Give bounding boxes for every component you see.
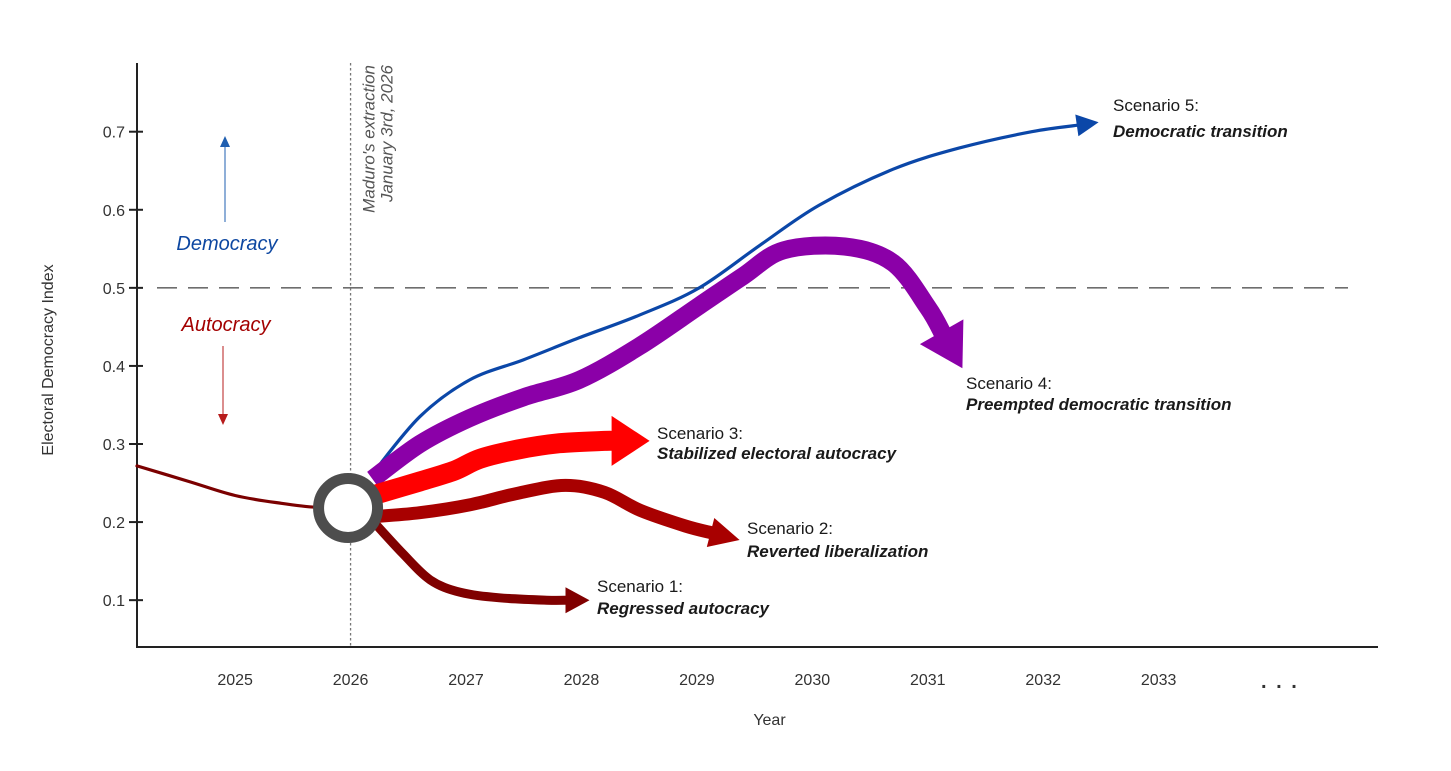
- x-axis-continuation-label: . . .: [1261, 671, 1299, 693]
- regime-annotations: Democracy Autocracy: [176, 136, 279, 425]
- scenario-2-label: Scenario 2: Reverted liberalization: [747, 519, 928, 561]
- scenario-5-label: Scenario 5: Democratic transition: [1113, 96, 1288, 141]
- scenario-2-line: [373, 478, 715, 540]
- series-layer: [135, 114, 1099, 614]
- scenario-3-number: Scenario 3:: [657, 424, 743, 443]
- scenario-2-number: Scenario 2:: [747, 519, 833, 538]
- event-marker-layer: [313, 472, 384, 543]
- y-tick-label: 0.3: [103, 437, 125, 454]
- x-tick-label: 2032: [1025, 672, 1061, 689]
- scenario-4-number: Scenario 4:: [966, 374, 1052, 393]
- arrow-up-head: [220, 136, 230, 147]
- event-label-line-2: January 3rd, 2026: [378, 64, 397, 203]
- scenario-4-arrow: [367, 236, 964, 487]
- scenario-2-name: Reverted liberalization: [747, 542, 928, 561]
- scenario-3-name: Stabilized electoral autocracy: [657, 444, 898, 463]
- democracy-label: Democracy: [176, 233, 278, 255]
- scenario-2-arrowhead: [706, 518, 740, 547]
- event-annotation: Maduro's extraction January 3rd, 2026: [360, 64, 397, 212]
- arrow-up-icon: [220, 136, 230, 222]
- scenario-5-arrowhead: [1075, 114, 1099, 137]
- autocracy-label: Autocracy: [181, 314, 272, 336]
- x-ticks: 2025 2026 2027 2028 2029 2030 2031 2032 2033: [217, 672, 1176, 689]
- scenario-1-arrow: [366, 515, 590, 614]
- arrow-down-head: [218, 414, 228, 425]
- y-tick-label: 0.2: [103, 515, 125, 532]
- x-tick-label: 2027: [448, 672, 484, 689]
- x-tick-label: 2030: [795, 672, 831, 689]
- event-marker-ring: [313, 472, 384, 543]
- y-tick-label: 0.5: [103, 281, 125, 298]
- scenario-3-arrowhead: [611, 415, 650, 466]
- x-tick-label: 2026: [333, 672, 369, 689]
- y-tick-label: 0.1: [103, 593, 125, 610]
- x-tick-label: 2031: [910, 672, 946, 689]
- scenario-4-line: [367, 236, 951, 487]
- y-axis-title: Electoral Democracy Index: [40, 264, 57, 455]
- scenario-1-arrowhead: [565, 587, 590, 614]
- x-tick-label: 2025: [217, 672, 253, 689]
- scenario-2-arrow: [373, 478, 740, 547]
- scenario-labels: Scenario 1: Regressed autocracy Scenario…: [597, 96, 1288, 618]
- x-tick-label: 2028: [564, 672, 600, 689]
- scenario-1-number: Scenario 1:: [597, 577, 683, 596]
- scenario-4-name: Preempted democratic transition: [966, 395, 1231, 414]
- scenario-5-arrow: [371, 114, 1099, 475]
- x-tick-label: 2029: [679, 672, 715, 689]
- arrow-down-icon: [218, 346, 228, 425]
- scenario-3-arrow: [371, 415, 650, 505]
- event-label-line-1: Maduro's extraction: [360, 65, 379, 213]
- scenario-5-name: Democratic transition: [1113, 122, 1288, 141]
- y-tick-label: 0.6: [103, 203, 125, 220]
- x-tick-label: 2033: [1141, 672, 1177, 689]
- scenario-1-line: [366, 515, 568, 605]
- y-tick-label: 0.7: [103, 125, 125, 142]
- x-axis-title: Year: [753, 712, 786, 729]
- guides-layer: [157, 63, 1348, 647]
- scenario-4-arrowhead: [919, 319, 964, 369]
- scenario-4-label: Scenario 4: Preempted democratic transit…: [966, 374, 1231, 414]
- scenario-5-line: [371, 123, 1080, 475]
- y-ticks: 0.1 0.2 0.3 0.4 0.5 0.6 0.7: [103, 125, 143, 610]
- y-tick-label: 0.4: [103, 359, 125, 376]
- scenario-3-line: [371, 430, 615, 505]
- scenario-1-name: Regressed autocracy: [597, 599, 771, 618]
- scenario-1-label: Scenario 1: Regressed autocracy: [597, 577, 771, 618]
- scenario-3-label: Scenario 3: Stabilized electoral autocra…: [657, 424, 898, 463]
- axes-layer: 0.10.20.30.40.50.60.7 2025 2026 2027 2028 20…: [40, 63, 1378, 729]
- scenario-5-number: Scenario 5:: [1113, 96, 1199, 115]
